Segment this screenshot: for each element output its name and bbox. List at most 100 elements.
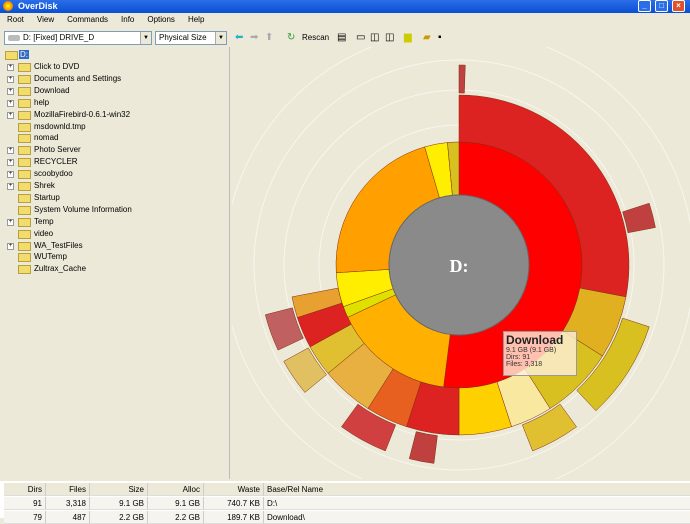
- back-icon[interactable]: ⬅: [235, 32, 244, 43]
- tree-item-label: Temp: [34, 216, 54, 226]
- tree-item-label: video: [34, 228, 54, 238]
- open-icon[interactable]: ▰: [423, 32, 431, 43]
- maximize-button[interactable]: □: [655, 0, 668, 12]
- menu-help[interactable]: Help: [187, 15, 205, 24]
- tree-item-label: Shrek: [34, 181, 55, 190]
- sunburst-segment[interactable]: [622, 202, 656, 234]
- menu-info[interactable]: Info: [121, 15, 135, 24]
- sunburst-segment[interactable]: [264, 307, 304, 351]
- layout-single-icon[interactable]: ▭: [356, 32, 366, 43]
- report-icon[interactable]: ▤: [337, 32, 347, 43]
- toolbar: D: [Fixed] DRIVE_D ▼ Physical Size ▼ ⬅ ➡ ⬆…: [0, 29, 690, 47]
- rescan-button[interactable]: Rescan: [302, 33, 330, 42]
- expand-icon[interactable]: +: [7, 87, 14, 95]
- tree-item-label: MozillaFirebird-0.6.1-win32: [34, 109, 131, 119]
- chevron-down-icon: ▼: [215, 32, 226, 44]
- tree-item-label: msdownld.tmp: [34, 121, 86, 131]
- column-header[interactable]: Size: [90, 483, 148, 496]
- expand-icon[interactable]: +: [7, 171, 14, 179]
- sunburst-segment[interactable]: [576, 317, 650, 412]
- table-cell: 3,318: [46, 497, 90, 510]
- minimize-button[interactable]: _: [638, 0, 651, 12]
- tooltip-files: Files: 3,318: [506, 361, 543, 368]
- sunburst-segment[interactable]: [458, 94, 630, 298]
- expand-icon[interactable]: +: [7, 159, 14, 167]
- expand-icon[interactable]: +: [7, 64, 14, 71]
- folder-icon: [18, 205, 31, 215]
- menu-root[interactable]: Root: [7, 15, 24, 24]
- title-bar: OverDisk _ □ ×: [0, 0, 690, 13]
- column-header[interactable]: Alloc: [148, 483, 204, 496]
- menu-commands[interactable]: Commands: [67, 15, 109, 24]
- folder-tree[interactable]: D: + Click to DVD + Documents and Settings + D…: [3, 47, 230, 479]
- layout-split-icon[interactable]: ◫: [370, 32, 380, 43]
- tree-item-label: RECYCLER: [34, 157, 78, 167]
- column-header[interactable]: Base/Rel Name: [264, 483, 690, 496]
- chevron-down-icon: ▼: [140, 32, 151, 44]
- menu-options[interactable]: Options: [147, 15, 175, 24]
- sunburst-segment[interactable]: [521, 403, 577, 452]
- drive-select-value: D: [Fixed] DRIVE_D: [23, 33, 95, 42]
- forward-icon[interactable]: ➡: [250, 32, 259, 43]
- tree-item-label: System Volume Information: [34, 204, 132, 214]
- table-cell: 9.1 GB: [148, 497, 204, 510]
- tooltip: Download 9.1 GB (9.1 GB) Dirs: 91 Files:…: [503, 331, 577, 376]
- tree-item-label: Photo Server: [34, 145, 81, 155]
- layout-panel-icon[interactable]: ◫: [385, 32, 395, 43]
- sunburst-segment[interactable]: [458, 64, 466, 94]
- tooltip-title: Download: [506, 333, 564, 347]
- column-header[interactable]: Files: [46, 483, 90, 496]
- folder-icon: [18, 110, 31, 120]
- details-grid[interactable]: Dirs Files Size Alloc Waste Base/Rel Name 91 3,…: [0, 481, 690, 524]
- expand-icon[interactable]: +: [7, 242, 14, 250]
- app-icon: [3, 1, 13, 11]
- expand-icon[interactable]: +: [7, 111, 14, 119]
- drive-select[interactable]: D: [Fixed] DRIVE_D ▼: [4, 31, 152, 45]
- folder-tree-icon[interactable]: ▆: [404, 32, 412, 43]
- folder-icon: [18, 146, 31, 156]
- column-header[interactable]: Waste: [204, 483, 264, 496]
- size-mode-value: Physical Size: [159, 33, 207, 42]
- up-icon[interactable]: ⬆: [265, 32, 274, 43]
- table-cell: 91: [4, 497, 46, 510]
- tree-item-label: Click to DVD: [34, 62, 80, 71]
- folder-icon: [18, 63, 31, 72]
- column-header[interactable]: Dirs: [4, 483, 46, 496]
- table-row[interactable]: 91 3,318 9.1 GB 9.1 GB 740.7 KB D:\: [4, 497, 690, 510]
- table-cell: 9.1 GB: [90, 497, 148, 510]
- table-cell: 740.7 KB: [204, 497, 264, 510]
- menu-view[interactable]: View: [36, 15, 55, 24]
- tree-item-label: WA_TestFiles: [34, 240, 83, 250]
- folder-icon: [18, 98, 31, 108]
- folder-icon: [18, 182, 31, 191]
- folder-icon: [5, 51, 18, 60]
- folder-icon: [18, 217, 31, 227]
- center-label: D:: [450, 256, 469, 276]
- expand-icon[interactable]: +: [7, 218, 14, 226]
- expand-icon[interactable]: +: [7, 75, 14, 83]
- root-disk[interactable]: [388, 194, 530, 336]
- rescan-icon[interactable]: ↻: [287, 32, 296, 43]
- expand-icon[interactable]: +: [7, 147, 14, 155]
- tree-item-label: Zultrax_Cache: [34, 264, 87, 274]
- save-icon[interactable]: ▪: [438, 32, 442, 43]
- expand-icon[interactable]: +: [7, 183, 14, 190]
- grid-header: Dirs Files Size Alloc Waste Base/Rel Name: [4, 483, 690, 496]
- tree-item-label: help: [34, 97, 50, 107]
- tooltip-dirs: Dirs: 91: [506, 354, 531, 361]
- guide-ring: [253, 59, 665, 471]
- sunburst-segment[interactable]: [291, 287, 343, 318]
- folder-icon: [18, 86, 31, 96]
- sunburst-segment[interactable]: [341, 403, 397, 452]
- folder-icon: [18, 253, 31, 263]
- close-button[interactable]: ×: [672, 0, 685, 12]
- sunburst-chart[interactable]: D:: [232, 47, 690, 479]
- folder-icon: [18, 170, 31, 180]
- size-mode-select[interactable]: Physical Size ▼: [155, 31, 227, 45]
- folder-icon: [18, 265, 31, 275]
- sunburst-segment[interactable]: [283, 347, 327, 393]
- tree-item-label: Startup: [34, 192, 60, 202]
- expand-icon[interactable]: +: [7, 99, 14, 107]
- sunburst-view[interactable]: D:: [232, 47, 690, 479]
- sunburst-segment[interactable]: [408, 431, 438, 464]
